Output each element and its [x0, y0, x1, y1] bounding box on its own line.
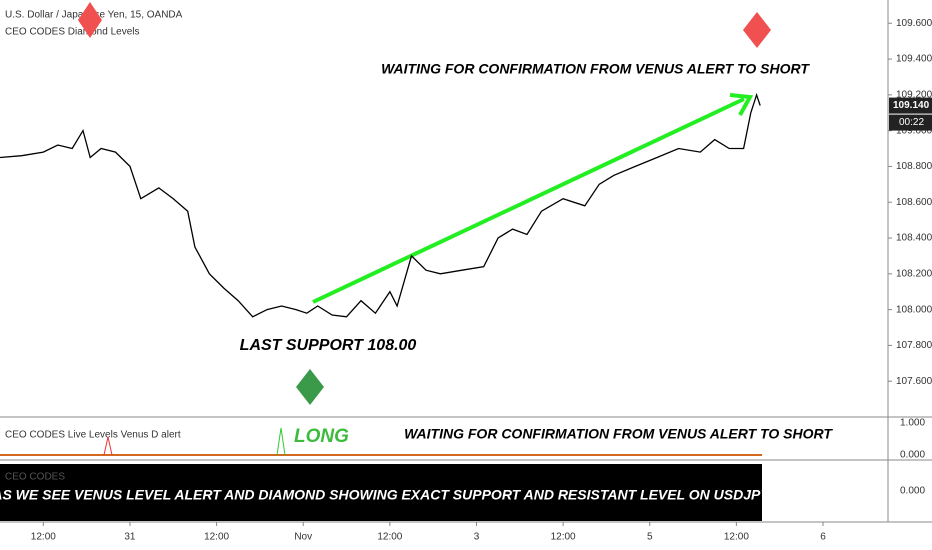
panel-title: CEO CODES — [5, 472, 65, 483]
x-tick-label: 12:00 — [724, 532, 749, 543]
x-tick-label: 12:00 — [204, 532, 229, 543]
x-tick-label: Nov — [294, 532, 312, 543]
y-tick-label: 109.200 — [896, 89, 932, 100]
trend-arrow — [312, 97, 745, 304]
panel-tick: 0.000 — [900, 450, 925, 461]
arrow-head — [729, 93, 754, 116]
banner-text: AS WE SEE VENUS LEVEL ALERT AND DIAMOND … — [0, 487, 771, 503]
long-label: LONG — [294, 426, 349, 447]
y-tick-label: 107.800 — [896, 340, 932, 351]
sell-diamond — [743, 12, 771, 48]
panel-tick: 0.000 — [900, 486, 925, 497]
x-tick-label: 3 — [474, 532, 480, 543]
y-tick-label: 109.600 — [896, 18, 932, 29]
y-tick-label: 108.800 — [896, 161, 932, 172]
price-line — [0, 92, 761, 318]
annotation: WAITING FOR CONFIRMATION FROM VENUS ALER… — [381, 61, 810, 77]
x-tick-label: 6 — [820, 532, 826, 543]
y-tick-label: 108.200 — [896, 268, 932, 279]
last-price-box — [889, 97, 932, 114]
x-tick-label: 12:00 — [31, 532, 56, 543]
x-tick-label: 12:00 — [377, 532, 402, 543]
panel-title: CEO CODES Live Levels Venus D alert — [5, 430, 181, 441]
alert-spike — [276, 427, 286, 456]
x-tick-label: 5 — [647, 532, 653, 543]
x-tick-label: 12:00 — [551, 532, 576, 543]
indicator-title: CEO CODES Diamond Levels — [5, 27, 140, 38]
y-tick-label: 108.000 — [896, 304, 932, 315]
banner — [0, 464, 762, 521]
countdown-label: 00:22 — [899, 117, 924, 128]
y-tick-label: 108.600 — [896, 197, 932, 208]
alert-spike — [103, 436, 113, 456]
y-tick-label: 108.400 — [896, 233, 932, 244]
sell-diamond — [78, 2, 102, 38]
buy-diamond — [296, 369, 324, 405]
annotation: LAST SUPPORT 108.00 — [240, 337, 417, 354]
y-tick-label: 109.400 — [896, 54, 932, 65]
x-tick-label: 31 — [124, 532, 136, 543]
y-tick-label: 109.000 — [896, 125, 932, 136]
y-tick-label: 107.600 — [896, 376, 932, 387]
panel-note: WAITING FOR CONFIRMATION FROM VENUS ALER… — [404, 426, 833, 442]
countdown-box — [889, 114, 932, 131]
panel-tick: 1.000 — [900, 418, 925, 429]
last-price-label: 109.140 — [893, 100, 930, 111]
